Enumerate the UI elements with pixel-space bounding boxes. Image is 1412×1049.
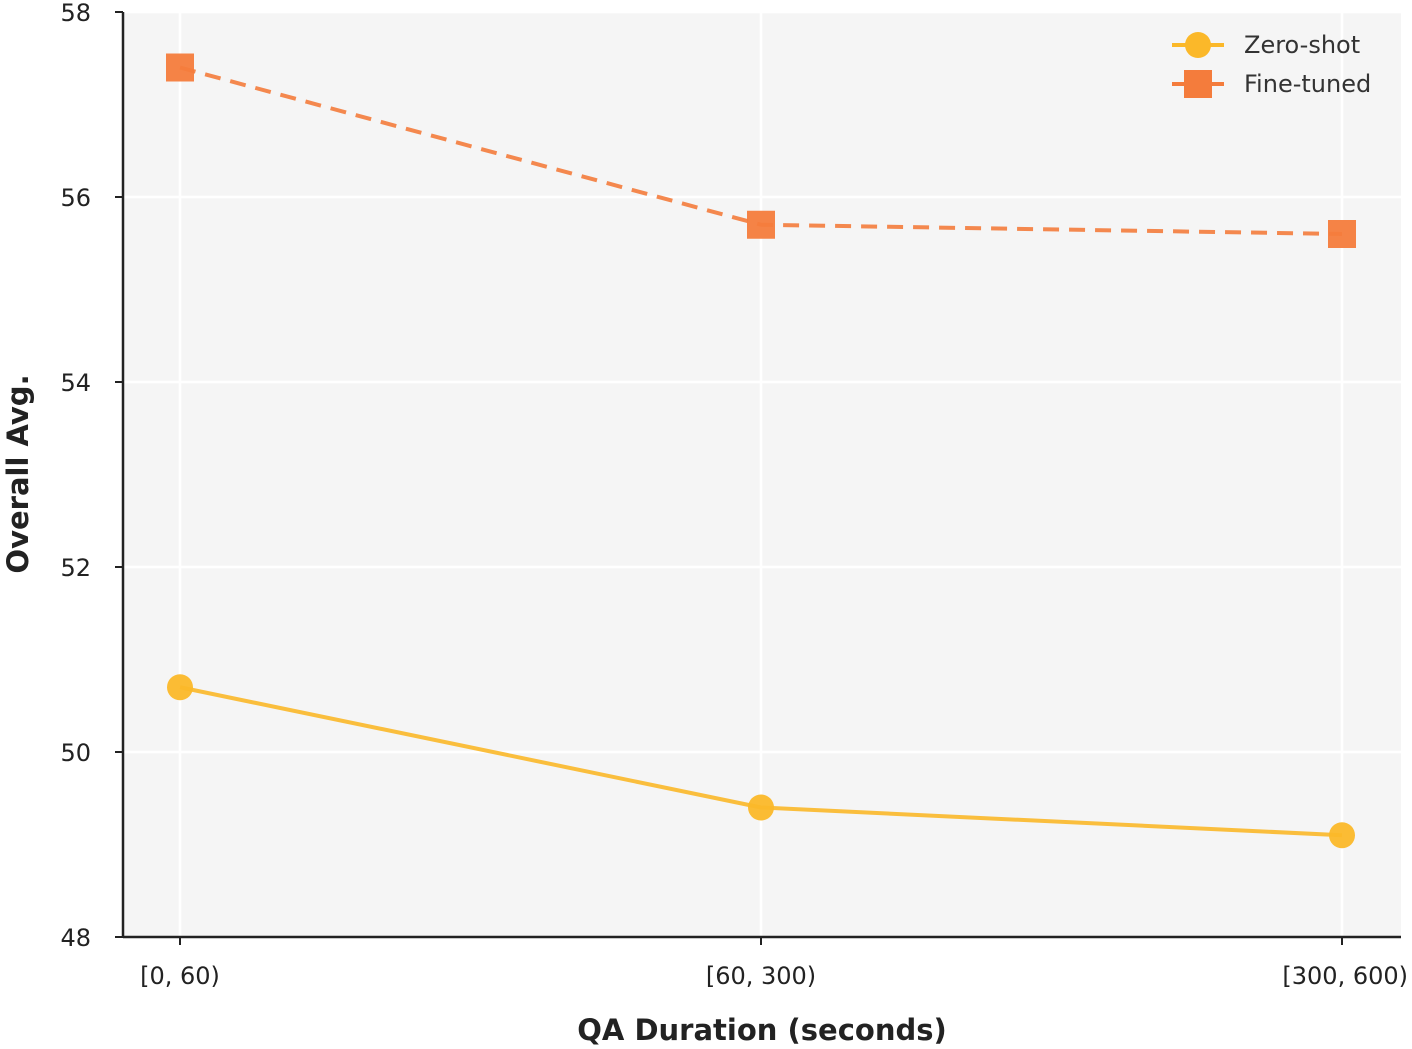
y-tick-label: 54 — [60, 369, 91, 397]
data-point-circle — [167, 674, 193, 701]
legend-label: Fine-tuned — [1244, 70, 1371, 98]
y-tick-label: 50 — [60, 739, 91, 767]
y-tick-label: 58 — [60, 0, 91, 27]
x-axis-title: QA Duration (seconds) — [577, 1013, 946, 1047]
data-point-circle — [748, 794, 774, 821]
grid — [123, 10, 1401, 937]
y-tick-label: 48 — [60, 924, 91, 952]
series — [166, 53, 1356, 849]
ticks: 48 50 52 54 56 58 [0, 60) [60, 300) [300, 600) — [60, 0, 1408, 990]
data-point-square — [1328, 220, 1356, 248]
x-tick-label: [0, 60) — [140, 962, 220, 990]
legend: Zero-shot Fine-tuned — [1172, 31, 1371, 98]
y-tick-label: 52 — [60, 554, 91, 582]
data-point-circle — [1329, 822, 1355, 849]
y-tick-label: 56 — [60, 184, 91, 212]
legend-marker-square — [1184, 70, 1212, 98]
legend-marker-circle — [1185, 32, 1211, 58]
y-axis-title: Overall Avg. — [1, 374, 35, 573]
legend-label: Zero-shot — [1244, 31, 1360, 59]
x-tick-label: [60, 300) — [706, 962, 816, 990]
data-point-square — [166, 53, 194, 82]
data-point-square — [747, 210, 775, 239]
x-tick-label: [300, 600) — [1282, 962, 1408, 990]
